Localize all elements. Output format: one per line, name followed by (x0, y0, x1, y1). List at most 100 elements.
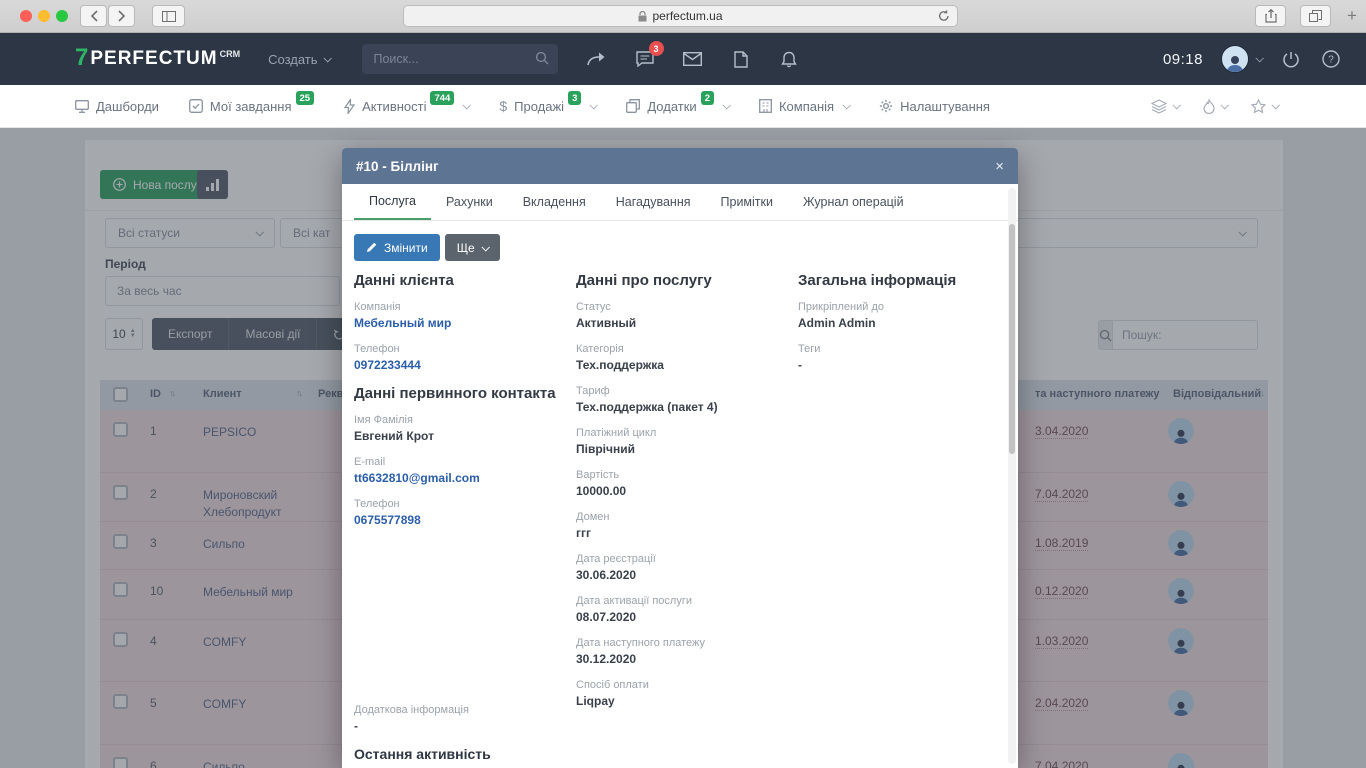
modal-scrollbar[interactable] (1008, 188, 1016, 764)
close-window-button[interactable] (20, 10, 32, 22)
document-icon[interactable] (730, 48, 752, 70)
responsible-avatar[interactable] (1168, 481, 1194, 507)
next-payment-date[interactable]: 0.12.2020 (1035, 584, 1089, 599)
menu-item-company[interactable]: Компанія (759, 99, 852, 114)
next-payment-date[interactable]: 2.04.2020 (1035, 696, 1089, 711)
select-all-checkbox[interactable] (113, 387, 128, 402)
table-search-input[interactable] (1113, 321, 1257, 349)
menu-item-dashboards[interactable]: Дашборди (75, 99, 159, 114)
close-icon[interactable]: × (995, 157, 1004, 175)
reload-icon[interactable] (938, 9, 950, 22)
browser-back-button[interactable] (80, 5, 107, 27)
row-checkbox[interactable] (113, 485, 128, 500)
sort-icon[interactable]: ↑↓ (296, 388, 303, 398)
tab-service[interactable]: Послуга (354, 184, 431, 220)
field-tags: Теги - (798, 343, 821, 372)
row-checkbox[interactable] (113, 757, 128, 768)
tab-reminders[interactable]: Нагадування (615, 195, 691, 209)
col-id[interactable]: ID (150, 388, 161, 400)
scrollbar-thumb[interactable] (1009, 224, 1015, 454)
zoom-window-button[interactable] (56, 10, 68, 22)
favorites-dropdown[interactable] (1251, 98, 1280, 114)
next-payment-date[interactable]: 1.08.2019 (1035, 536, 1089, 551)
sort-icon[interactable]: ↑↓ (1143, 388, 1150, 398)
sort-icon[interactable]: ↑↓ (169, 388, 176, 398)
client-link[interactable]: PEPSICO (203, 425, 257, 439)
row-checkbox[interactable] (113, 694, 128, 709)
address-bar[interactable]: perfectum.ua (403, 5, 958, 27)
help-icon[interactable]: ? (1320, 48, 1342, 70)
more-button[interactable]: Ще (444, 234, 500, 261)
field-domain: Домен ггг (576, 511, 610, 540)
phone-link[interactable]: 0675577898 (354, 513, 421, 527)
responsible-avatar[interactable] (1168, 578, 1194, 604)
hot-dropdown[interactable] (1203, 98, 1229, 114)
row-checkbox[interactable] (113, 582, 128, 597)
next-payment-date[interactable]: 1.03.2020 (1035, 634, 1089, 649)
sort-icon[interactable]: ↑↓ (1258, 388, 1265, 398)
tab-notes[interactable]: Примітки (720, 195, 773, 209)
share-icon[interactable] (1255, 5, 1286, 27)
chevron-down-icon (481, 242, 490, 252)
minimize-window-button[interactable] (38, 10, 50, 22)
company-link[interactable]: Мебельный мир (354, 316, 452, 330)
app-logo[interactable]: 7 PERFECTUM CRM (75, 44, 241, 71)
responsible-avatar[interactable] (1168, 690, 1194, 716)
create-dropdown[interactable]: Создать (268, 52, 332, 67)
sidebar-toggle-icon[interactable] (152, 5, 185, 27)
next-payment-date[interactable]: 3.04.2020 (1035, 424, 1089, 439)
col-next-payment[interactable]: та наступного платежу (1035, 388, 1160, 400)
email-link[interactable]: tt6632810@gmail.com (354, 471, 480, 485)
tab-invoices[interactable]: Рахунки (445, 195, 493, 209)
last-activity-title: Остання активність (354, 746, 491, 762)
per-page-select[interactable]: 10 ▲ ▼ (105, 318, 143, 350)
browser-forward-button[interactable] (108, 5, 135, 27)
col-client[interactable]: Клиент (203, 388, 242, 400)
row-checkbox[interactable] (113, 422, 128, 437)
logout-icon[interactable] (1280, 48, 1302, 70)
client-link[interactable]: Мебельный мир (203, 585, 293, 599)
next-payment-date[interactable]: 7.04.2020 (1035, 487, 1089, 502)
status-filter-select[interactable]: Всі статуси (105, 218, 275, 248)
row-checkbox[interactable] (113, 632, 128, 647)
new-tab-button[interactable]: + (1347, 6, 1357, 25)
layers-dropdown[interactable] (1151, 98, 1181, 114)
menu-item-sales[interactable]: $ Продажі 3 (499, 91, 599, 114)
section-title: Данні про послугу (576, 272, 712, 289)
responsible-avatar[interactable] (1168, 753, 1194, 768)
tab-operations-log[interactable]: Журнал операцій (802, 195, 904, 209)
chart-view-button[interactable] (197, 170, 228, 199)
menu-item-activities[interactable]: Активності 744 (344, 91, 472, 114)
star-icon (1251, 98, 1266, 114)
edit-button[interactable]: Змінити (354, 234, 440, 261)
client-link[interactable]: Сильпо (203, 760, 245, 768)
mail-icon[interactable] (682, 48, 704, 70)
phone-link[interactable]: 0972233444 (354, 358, 421, 372)
chat-icon[interactable]: 3 (634, 41, 664, 70)
pencil-icon (366, 242, 377, 253)
bell-icon[interactable] (778, 48, 800, 70)
global-search-input[interactable] (361, 44, 558, 74)
client-link[interactable]: COMFY (203, 635, 247, 649)
menu-item-settings[interactable]: Налаштування (879, 99, 990, 114)
user-menu[interactable] (1221, 45, 1264, 73)
export-button[interactable]: Експорт (152, 318, 230, 350)
row-checkbox[interactable] (113, 534, 128, 549)
tab-overview-icon[interactable] (1300, 5, 1331, 27)
tab-attachments[interactable]: Вкладення (522, 195, 586, 209)
responsible-avatar[interactable] (1168, 628, 1194, 654)
menu-item-apps[interactable]: Додатки 2 (626, 91, 731, 114)
client-link[interactable]: Сильпо (203, 537, 245, 551)
client-link[interactable]: Мироновский Хлебопродукт (203, 488, 282, 519)
bulk-actions-button[interactable]: Масові дії (229, 318, 318, 350)
responsible-avatar[interactable] (1168, 418, 1194, 444)
next-payment-date[interactable]: 7.04.2020 (1035, 759, 1088, 768)
responsible-avatar[interactable] (1168, 530, 1194, 556)
menu-item-my-tasks[interactable]: Мої завдання 25 (188, 91, 315, 114)
col-responsible[interactable]: Відповідальний (1173, 388, 1262, 400)
period-input[interactable] (105, 276, 340, 306)
service-data-column: Данні про послугу Статус Активный Катего… (576, 270, 786, 721)
main-menu: Дашборди Мої завдання 25 Активності 744 … (0, 85, 1366, 128)
forward-arrow-icon[interactable] (586, 48, 608, 70)
client-link[interactable]: COMFY (203, 697, 247, 711)
